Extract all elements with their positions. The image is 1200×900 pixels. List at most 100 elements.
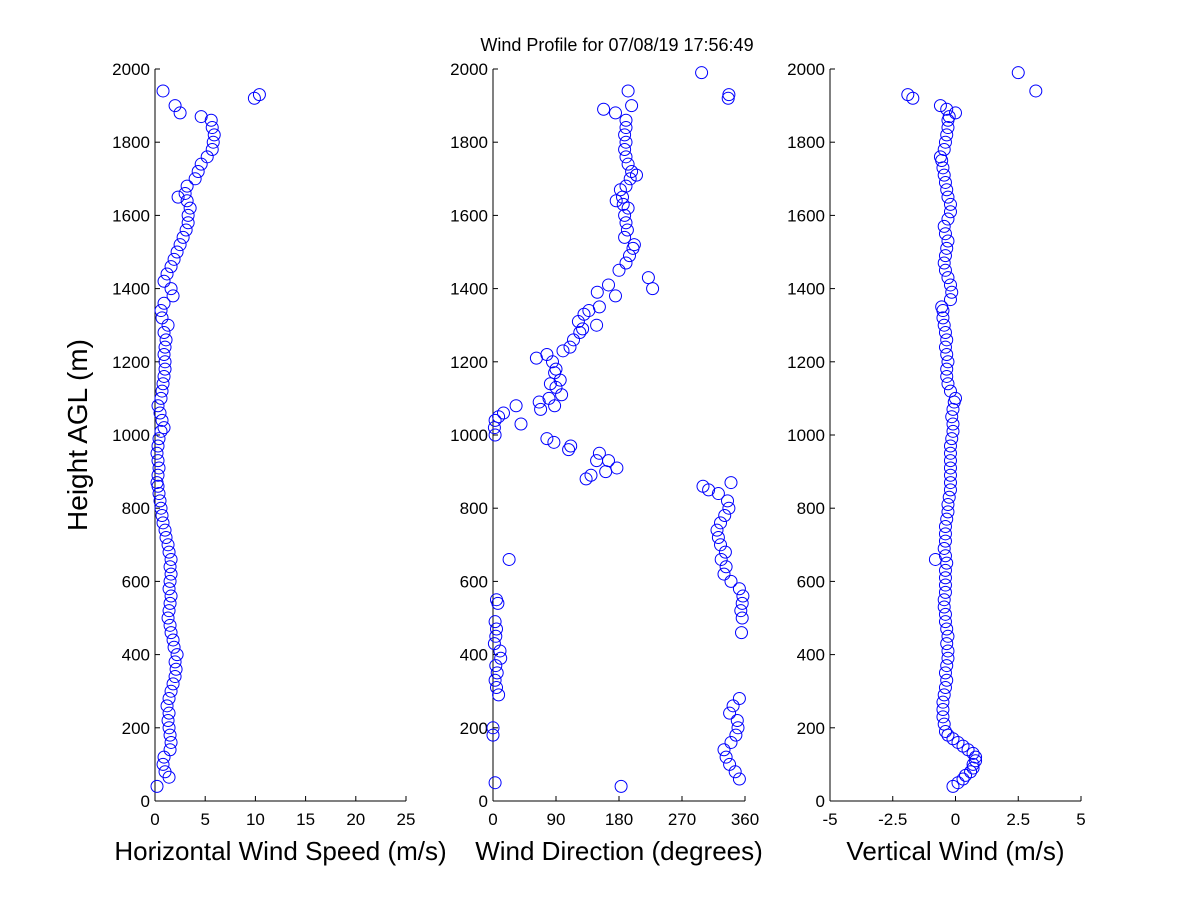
- data-point: [734, 604, 748, 618]
- data-point: [941, 498, 955, 512]
- data-point: [168, 670, 182, 684]
- data-point: [252, 88, 266, 102]
- data-point: [938, 607, 952, 621]
- data-point: [937, 717, 951, 731]
- data-point: [938, 549, 952, 563]
- x-tick-label: 10: [246, 810, 265, 829]
- data-point: [710, 523, 724, 537]
- data-point: [576, 322, 590, 336]
- panel-direction: 0 200 400 600 800 1000 1200 1400 1600 1800 2000 0 90…: [450, 60, 763, 866]
- data-point: [597, 102, 611, 116]
- y-tick-label: 1200: [112, 353, 150, 372]
- data-point: [940, 333, 954, 347]
- data-point: [938, 340, 952, 354]
- data-point: [488, 428, 502, 442]
- data-point: [488, 776, 502, 790]
- data-point: [573, 326, 587, 340]
- data-point: [155, 509, 169, 523]
- data-point: [590, 285, 604, 299]
- data-point: [719, 750, 733, 764]
- data-point: [155, 384, 169, 398]
- data-point: [158, 523, 172, 537]
- data-point: [941, 355, 955, 369]
- data-point: [181, 208, 195, 222]
- data-point: [717, 743, 731, 757]
- data-point: [938, 578, 952, 592]
- data-point: [938, 520, 952, 533]
- data-point: [592, 446, 606, 460]
- data-point: [180, 179, 194, 193]
- data-point: [183, 201, 197, 215]
- data-point: [623, 172, 637, 186]
- data-point: [935, 300, 949, 314]
- data-point: [154, 391, 168, 405]
- x-tick-label: 0: [150, 810, 159, 829]
- data-point: [176, 230, 190, 244]
- x-tick-label: 20: [346, 810, 365, 829]
- data-point: [612, 263, 626, 277]
- data-point: [940, 102, 954, 116]
- data-point: [941, 121, 955, 135]
- data-point: [936, 311, 950, 325]
- x-tick-label: 0: [951, 810, 960, 829]
- data-point: [940, 347, 954, 361]
- data-point: [164, 626, 178, 640]
- data-point: [206, 135, 220, 149]
- data-point: [150, 476, 164, 490]
- data-point: [940, 128, 954, 142]
- data-point: [731, 721, 745, 735]
- data-point: [170, 648, 184, 662]
- data-point: [619, 150, 633, 164]
- data-point: [719, 560, 733, 574]
- data-point: [490, 666, 504, 680]
- data-point: [153, 494, 167, 508]
- data-point: [618, 208, 632, 222]
- y-tick-label: 600: [460, 572, 488, 591]
- data-point: [167, 640, 181, 654]
- x-tick-label: 5: [200, 810, 209, 829]
- y-tick-label: 1200: [450, 353, 488, 372]
- chart-title: Wind Profile for 07/08/19 17:56:49: [480, 35, 753, 55]
- data-point: [941, 505, 955, 519]
- data-point: [150, 446, 164, 460]
- data-point: [547, 435, 561, 449]
- data-point: [940, 362, 954, 376]
- x-tick-label: 180: [605, 810, 633, 829]
- x-tick-label: 5: [1076, 810, 1085, 829]
- data-point: [956, 772, 970, 786]
- data-point: [166, 289, 180, 303]
- data-point: [610, 461, 624, 475]
- data-point: [151, 399, 165, 413]
- data-point: [943, 483, 957, 497]
- data-point: [160, 699, 174, 713]
- data-point: [164, 552, 178, 566]
- data-point: [618, 143, 632, 157]
- data-point: [514, 417, 528, 431]
- data-point: [486, 728, 500, 742]
- data-point: [151, 439, 165, 453]
- data-point: [936, 703, 950, 716]
- data-point: [938, 326, 952, 340]
- y-tick-label: 400: [122, 646, 150, 665]
- data-point: [732, 582, 746, 596]
- data-point: [488, 673, 502, 687]
- data-point: [620, 223, 634, 237]
- y-axis-label: Height AGL (m): [62, 339, 93, 531]
- data-point: [623, 249, 636, 263]
- data-point: [540, 432, 554, 446]
- data-point: [609, 194, 623, 208]
- data-point: [730, 713, 744, 727]
- data-point: [613, 183, 627, 197]
- data-point: [721, 494, 734, 508]
- data-point: [169, 662, 183, 676]
- data-point: [621, 84, 635, 98]
- data-point: [969, 754, 983, 768]
- data-point: [938, 585, 952, 599]
- x-axis-label: Vertical Wind (m/s): [846, 836, 1064, 866]
- x-tick-label: -5: [822, 810, 837, 829]
- data-point: [718, 509, 732, 523]
- data-point: [717, 567, 731, 581]
- data-point: [163, 743, 177, 757]
- data-point: [155, 413, 169, 427]
